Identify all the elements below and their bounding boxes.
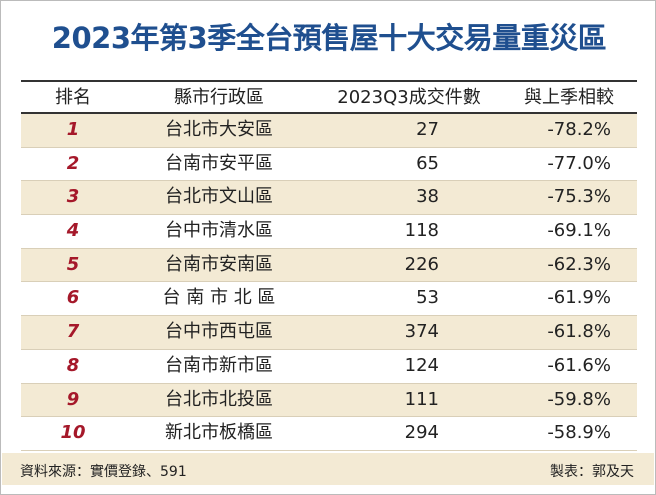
table-row: 10 新北市板橋區 294 -58.9% xyxy=(21,417,637,451)
count: 294 xyxy=(404,422,439,444)
change: -75.3% xyxy=(547,186,611,208)
rank: 2 xyxy=(66,152,80,174)
credit: 製表：郭及天 xyxy=(550,464,634,480)
change: -78.2% xyxy=(547,119,611,140)
district: 台 南 市 北 區 xyxy=(162,287,276,309)
change: -69.1% xyxy=(547,220,611,242)
rank: 5 xyxy=(66,253,80,275)
count: 38 xyxy=(416,186,439,208)
district: 台中市西屯區 xyxy=(165,321,273,343)
column-header: 2023Q3成交件數 xyxy=(337,87,481,108)
rank: 3 xyxy=(66,186,80,208)
rank: 7 xyxy=(66,321,80,343)
footer: 資料來源：實價登錄、591 製表：郭及天 xyxy=(2,453,654,485)
change: -61.6% xyxy=(547,354,611,376)
table-row: 5 台南市安南區 226 -62.3% xyxy=(21,248,637,283)
header-row: 排名 縣市行政區 2023Q3成交件數 與上季相較 xyxy=(21,80,637,114)
table-row: 1 台北市大安區 27 -78.2% xyxy=(21,114,637,148)
district: 台南市新市區 xyxy=(165,354,273,376)
rank: 8 xyxy=(66,354,80,376)
count: 374 xyxy=(404,321,439,343)
rank: 4 xyxy=(66,220,80,242)
change: -59.8% xyxy=(547,388,611,410)
title: 2023年第3季全台預售屋十大交易量重災區 xyxy=(51,21,607,55)
table-row: 2 台南市安平區 65 -77.0% xyxy=(21,148,637,182)
district: 台北市大安區 xyxy=(165,119,273,140)
count: 226 xyxy=(404,253,439,275)
column-header: 與上季相較 xyxy=(524,87,614,108)
change: -77.0% xyxy=(547,152,611,174)
table-row: 9 台北市北投區 111 -59.8% xyxy=(21,383,637,418)
count: 111 xyxy=(404,388,439,410)
table-row: 3 台北市文山區 38 -75.3% xyxy=(21,181,637,216)
count: 65 xyxy=(416,152,439,174)
column-header: 縣市行政區 xyxy=(174,87,264,108)
rank: 9 xyxy=(66,388,80,410)
change: -61.9% xyxy=(547,287,611,309)
district: 台南市安平區 xyxy=(165,152,273,174)
rank: 1 xyxy=(66,119,80,140)
count: 27 xyxy=(416,119,439,140)
district: 台北市北投區 xyxy=(165,388,273,410)
rank: 10 xyxy=(60,422,86,444)
table-row: 8 台南市新市區 124 -61.6% xyxy=(21,350,637,384)
district: 新北市板橋區 xyxy=(165,422,273,444)
change: -62.3% xyxy=(547,253,611,275)
district: 台南市安南區 xyxy=(165,253,273,275)
source: 資料來源：實價登錄、591 xyxy=(20,464,187,480)
rank: 6 xyxy=(66,287,80,309)
count: 124 xyxy=(404,354,439,376)
column-header: 排名 xyxy=(55,87,91,108)
change: -61.8% xyxy=(547,321,611,343)
district: 台中市清水區 xyxy=(165,220,273,242)
table-row: 7 台中市西屯區 374 -61.8% xyxy=(21,316,637,350)
change: -58.9% xyxy=(547,422,611,444)
count: 53 xyxy=(416,287,439,309)
table-row: 4 台中市清水區 118 -69.1% xyxy=(21,215,637,249)
count: 118 xyxy=(404,220,439,242)
table: 排名 縣市行政區 2023Q3成交件數 與上季相較 1 台北市大安區 27 -78.2… xyxy=(21,80,637,451)
district: 台北市文山區 xyxy=(165,186,273,208)
table-row: 6 台 南 市 北 區 53 -61.9% xyxy=(21,282,637,317)
